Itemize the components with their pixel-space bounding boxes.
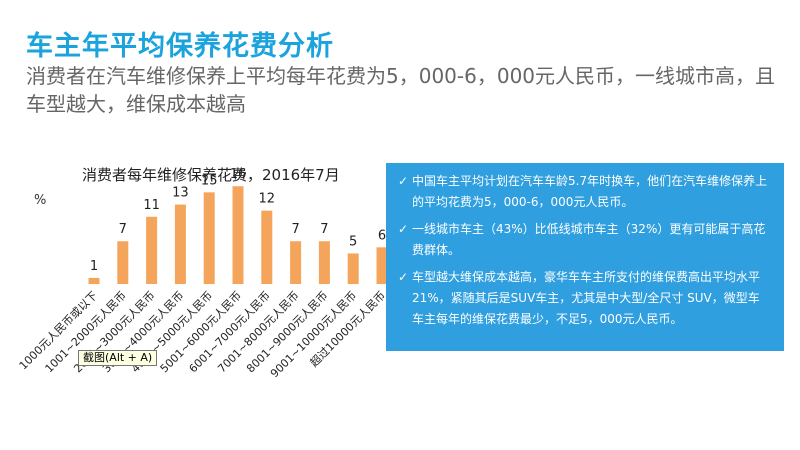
- page-title: 车主年平均保养花费分析: [26, 31, 334, 62]
- summary-bullet: ✓ 一线城市车主（43%）比低线城市车主（32%）更有可能属于高花费群体。: [398, 219, 770, 261]
- bar-value-label: 12: [259, 192, 276, 207]
- summary-bullet-text: 中国车主平均计划在汽车车龄5.7年时换车，他们在汽车维修保养上的平均花费为5，0…: [412, 174, 768, 209]
- bar-value-label: 16: [230, 167, 247, 182]
- bar-6: [232, 186, 244, 284]
- bar-value-label: 11: [143, 198, 160, 213]
- page-subtitle: 消费者在汽车维修保养上平均每年花费为5，000-6，000元人民币，一线城市高，…: [26, 64, 776, 116]
- bar-4: [174, 204, 186, 284]
- summary-bullet-text: 一线城市车主（43%）比低线城市车主（32%）更有可能属于高花费群体。: [412, 222, 766, 257]
- bar-value-label: 15: [201, 173, 218, 188]
- summary-bullet: ✓ 中国车主平均计划在汽车车龄5.7年时换车，他们在汽车维修保养上的平均花费为5…: [398, 171, 770, 213]
- check-icon: ✓: [398, 174, 409, 188]
- bar-value-label: 5: [349, 234, 357, 249]
- bar-11: [376, 247, 388, 284]
- bar-1: [88, 277, 100, 284]
- bar-value-label: 13: [172, 186, 189, 201]
- bar-7: [261, 210, 273, 284]
- bar-value-label: 6: [378, 228, 386, 243]
- summary-list: ✓ 中国车主平均计划在汽车车龄5.7年时换车，他们在汽车维修保养上的平均花费为5…: [398, 171, 770, 330]
- check-icon: ✓: [398, 270, 409, 284]
- screenshot-tooltip: 截图(Alt + A): [78, 350, 158, 366]
- bar-8: [290, 241, 302, 284]
- summary-bullet: ✓ 车型越大维保成本越高，豪华车车主所支付的维保费高出平均水平21%，紧随其后是…: [398, 267, 770, 330]
- check-icon: ✓: [398, 222, 409, 236]
- bar-value-label: 1: [90, 259, 98, 274]
- bar-9: [318, 241, 330, 284]
- chart-title: 消费者每年维修保养花费，2016年7月: [82, 166, 340, 184]
- bar-value-label: 7: [320, 222, 328, 237]
- summary-bullet-text: 车型越大维保成本越高，豪华车车主所支付的维保费高出平均水平21%，紧随其后是SU…: [412, 270, 761, 326]
- bar-10: [347, 253, 359, 284]
- bar-value-label: 7: [119, 222, 127, 237]
- bar-3: [146, 216, 158, 284]
- summary-panel: ✓ 中国车主平均计划在汽车车龄5.7年时换车，他们在汽车维修保养上的平均花费为5…: [386, 163, 784, 351]
- y-axis-unit-label: %: [34, 193, 47, 208]
- bar-value-label: 7: [291, 222, 299, 237]
- bar-2: [117, 241, 129, 284]
- bar-5: [203, 192, 215, 284]
